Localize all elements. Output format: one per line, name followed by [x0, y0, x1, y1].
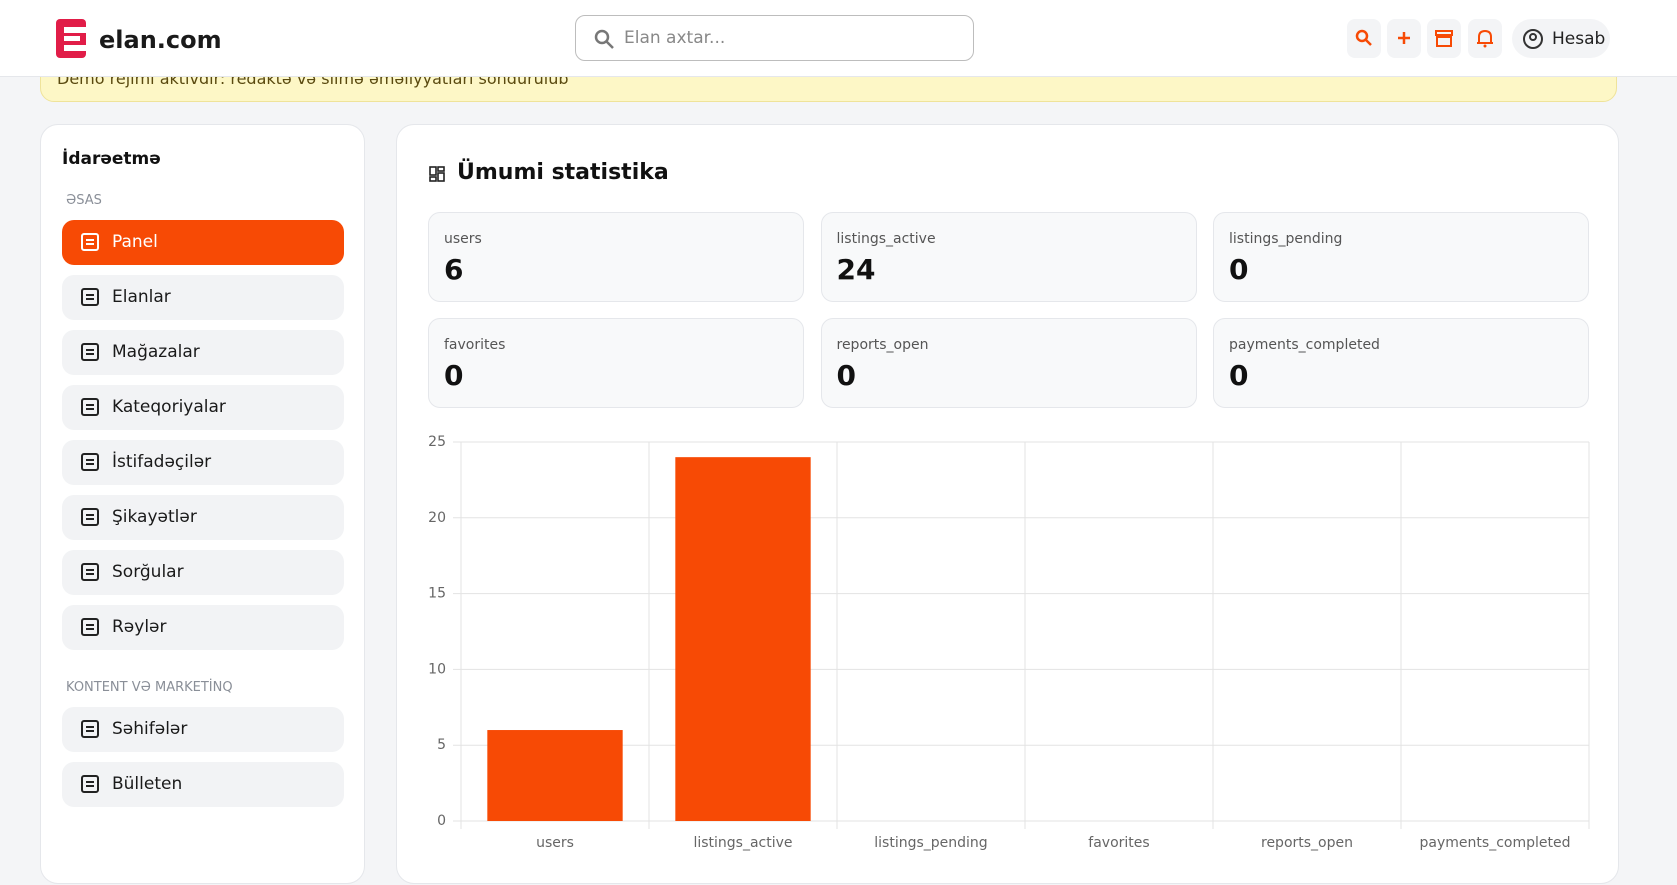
bar	[487, 730, 623, 821]
nav-icon	[81, 233, 99, 251]
nav-item[interactable]: İstifadəçilər	[62, 440, 344, 485]
x-tick-label: users	[536, 835, 574, 851]
x-tick-label: payments_completed	[1420, 835, 1571, 851]
nav-icon	[81, 618, 99, 636]
nav-icon	[81, 343, 99, 361]
nav-label: Sorğular	[112, 562, 184, 582]
nav-label: Kateqoriyalar	[112, 397, 226, 417]
nav-icon	[81, 775, 99, 793]
nav-label: Rəylər	[112, 617, 167, 637]
stat-card: payments_completed 0	[1213, 318, 1589, 408]
header: elan.com Elan axtar... Hesab	[0, 0, 1677, 77]
stat-label: favorites	[444, 337, 506, 353]
nav-item[interactable]: Sorğular	[62, 550, 344, 595]
nav-icon	[81, 288, 99, 306]
stat-label: listings_pending	[1229, 231, 1343, 247]
bar	[675, 457, 811, 821]
nav-label: İstifadəçilər	[112, 452, 212, 472]
nav-item[interactable]: Səhifələr	[62, 707, 344, 752]
stat-card: listings_pending 0	[1213, 212, 1589, 302]
main-title: Ümumi statistika	[457, 160, 669, 185]
stat-value: 0	[1229, 359, 1249, 392]
x-tick-label: reports_open	[1261, 835, 1353, 851]
stat-card: users 6	[428, 212, 804, 302]
section-title: ƏSAS	[66, 193, 102, 208]
section-title: KONTENT VƏ MARKETİNQ	[66, 680, 233, 695]
sidebar: İdarəetmə ƏSAS Panel Elanlar Mağazalar Kateq…	[40, 124, 365, 884]
chart: 0 5 10 15 20 25 users listings_active listings_p…	[428, 434, 1590, 851]
nav-label: Səhifələr	[112, 719, 188, 739]
logo-icon[interactable]	[56, 19, 86, 58]
x-tick-label: listings_active	[693, 835, 792, 851]
nav-icon	[81, 398, 99, 416]
stat-card: reports_open 0	[820, 318, 1197, 408]
stat-card: listings_active 24	[820, 212, 1197, 302]
nav-item[interactable]: Kateqoriyalar	[62, 385, 344, 430]
nav-icon	[81, 453, 99, 471]
nav-item[interactable]: Rəylər	[62, 605, 344, 650]
nav-label: Mağazalar	[112, 342, 200, 362]
x-tick-label: listings_pending	[874, 835, 987, 851]
stat-value: 0	[444, 359, 464, 392]
account-button[interactable]: Hesab	[1512, 19, 1610, 58]
stat-label: listings_active	[836, 231, 936, 247]
stat-card: favorites 0	[428, 318, 804, 408]
search-button[interactable]	[1347, 19, 1381, 58]
nav-item[interactable]: Elanlar	[62, 275, 344, 320]
y-tick-label: 0	[437, 813, 446, 829]
stat-label: users	[444, 231, 482, 247]
nav-label: Bülleten	[112, 774, 183, 794]
nav-item[interactable]: Panel	[62, 220, 344, 265]
stat-label: payments_completed	[1229, 337, 1380, 353]
add-button[interactable]	[1387, 19, 1421, 58]
nav-item[interactable]: Mağazalar	[62, 330, 344, 375]
logo[interactable]: elan.com	[99, 26, 222, 54]
nav-icon	[81, 508, 99, 526]
search-box[interactable]: Elan axtar...	[575, 15, 974, 61]
stat-value: 0	[1229, 253, 1249, 286]
y-tick-label: 5	[437, 737, 446, 753]
y-tick-label: 10	[428, 661, 446, 677]
stat-value: 6	[444, 253, 464, 286]
nav-item[interactable]: Bülleten	[62, 762, 344, 807]
search-icon	[594, 29, 614, 49]
stats-icon	[429, 166, 445, 182]
search-placeholder: Elan axtar...	[624, 28, 726, 48]
nav-icon	[81, 720, 99, 738]
nav-item[interactable]: Şikayətlər	[62, 495, 344, 540]
nav-icon	[81, 563, 99, 581]
nav-label: Panel	[112, 232, 158, 252]
stat-label: reports_open	[836, 337, 929, 353]
nav-label: Elanlar	[112, 287, 171, 307]
account-label: Hesab	[1552, 29, 1606, 49]
x-tick-label: favorites	[1088, 835, 1149, 851]
y-tick-label: 20	[428, 510, 446, 526]
sidebar-title: İdarəetmə	[62, 149, 161, 169]
y-tick-label: 15	[428, 586, 446, 602]
store-button[interactable]	[1427, 19, 1461, 58]
y-tick-label: 25	[428, 434, 446, 450]
stat-value: 0	[836, 359, 856, 392]
main-panel: Ümumi statistika 0 5 10 15 20 25 users listings…	[396, 124, 1619, 884]
stat-value: 24	[836, 253, 876, 286]
notifications-button[interactable]	[1468, 19, 1502, 58]
nav-label: Şikayətlər	[112, 507, 197, 527]
